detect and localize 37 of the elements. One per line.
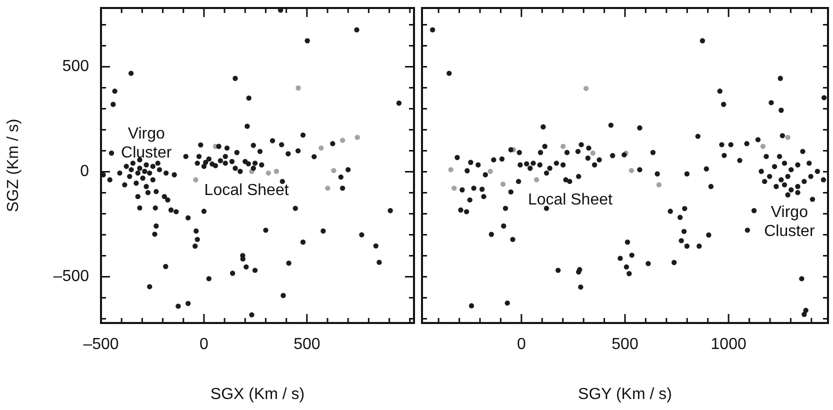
point <box>340 138 346 143</box>
point <box>628 168 634 174</box>
point <box>656 182 662 188</box>
y-tick-label: 500 <box>62 58 90 76</box>
x-axis-title: SGY (Km / s) <box>578 386 672 403</box>
point <box>583 86 589 92</box>
x-tick-label: 0 <box>200 336 209 354</box>
point <box>325 186 330 191</box>
annotation: Virgo Cluster <box>764 204 816 240</box>
y-axis-title: SGZ (Km / s) <box>5 118 22 212</box>
point <box>318 145 324 151</box>
point <box>785 134 790 140</box>
point <box>590 150 596 156</box>
x-tick-label: –500 <box>83 336 119 354</box>
point <box>488 168 493 174</box>
annotation: Local Sheet <box>204 182 290 200</box>
y-tick-label: 0 <box>80 163 90 180</box>
point <box>296 85 301 91</box>
x-axis-title: SGX (Km / s) <box>210 386 305 403</box>
point <box>500 182 506 187</box>
x-tick-label: 500 <box>612 336 638 354</box>
y-tick-label: –500 <box>53 268 90 286</box>
point <box>266 170 272 176</box>
point <box>448 167 454 172</box>
point <box>760 144 766 149</box>
x-tick-label: 0 <box>516 336 526 354</box>
point <box>274 168 280 174</box>
point <box>560 144 566 149</box>
annotation: Local Sheet <box>528 192 613 209</box>
annotation: Virgo Cluster <box>121 125 172 162</box>
point <box>452 186 457 191</box>
x-tick-label: 500 <box>294 336 320 354</box>
point <box>354 134 360 140</box>
point <box>193 177 198 182</box>
x-tick-label: 1000 <box>710 336 746 354</box>
point <box>331 168 336 174</box>
point <box>534 177 540 182</box>
